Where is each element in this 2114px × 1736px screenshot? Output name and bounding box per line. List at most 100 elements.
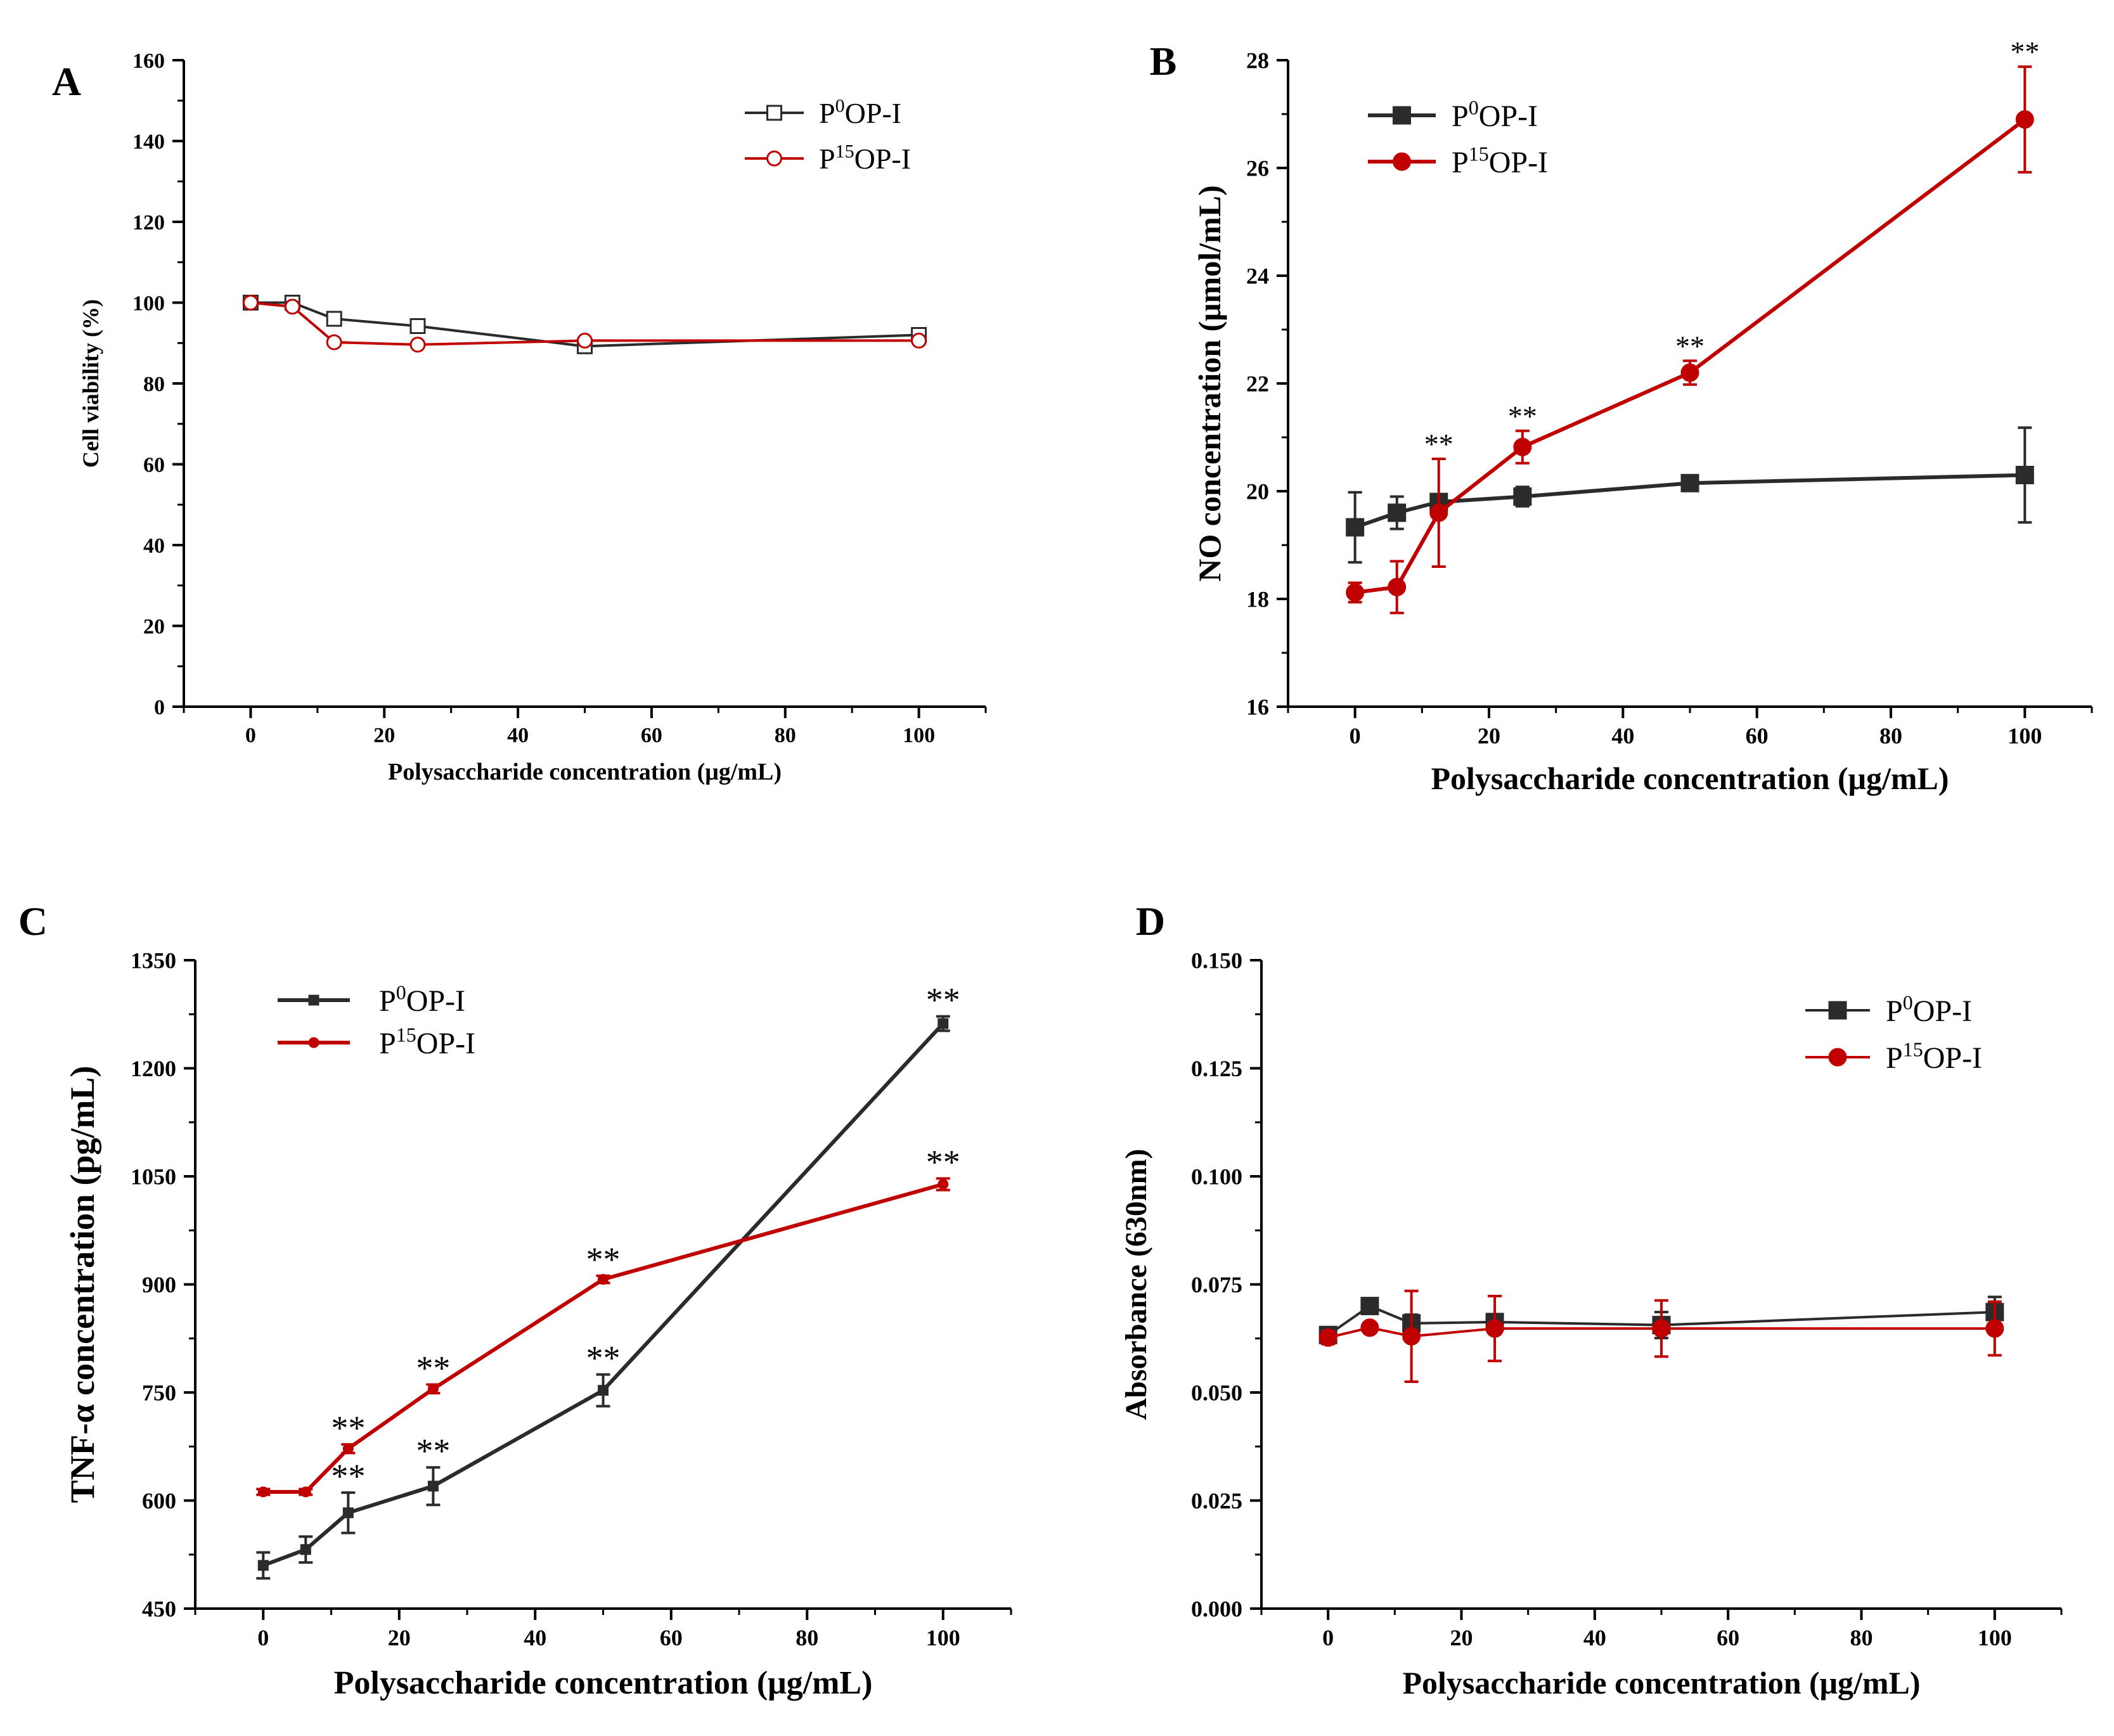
x-tick-label: 80 — [1850, 1625, 1873, 1650]
x-tick-label: 40 — [1583, 1625, 1606, 1650]
legend-label: P0OP-I — [379, 981, 465, 1018]
x-tick-label: 80 — [796, 1625, 818, 1650]
legend: P0OP-I P15OP-I — [1368, 96, 1548, 179]
y-tick-label: 40 — [143, 534, 165, 558]
data-point-circle — [1680, 363, 1699, 382]
y-tick-label: 28 — [1246, 48, 1269, 74]
x-tick-label: 100 — [903, 724, 935, 747]
x-tick-label: 20 — [388, 1625, 411, 1650]
legend-marker-circle — [1828, 1048, 1847, 1067]
series-p15op-i: ** ** ** ** — [256, 1143, 960, 1498]
data-point-circle — [1429, 503, 1448, 522]
x-tick-label: 0 — [1350, 723, 1361, 749]
legend-item: P15OP-I — [1805, 1038, 1982, 1075]
significance-label: ** — [416, 1432, 450, 1470]
data-point-circle — [577, 332, 593, 349]
y-tick-label: 0.025 — [1191, 1488, 1242, 1514]
legend-label: P0OP-I — [819, 96, 901, 129]
data-point-circle — [1318, 1328, 1337, 1347]
x-axis-label: Polysaccharide concentration (μg/mL) — [388, 759, 782, 785]
legend-marker-circle — [766, 150, 782, 167]
panel-c: C 0 20 40 60 80 100 450 600 750 900 1050 1200 1350 Pol… — [18, 899, 1012, 1701]
y-tick-label: 1200 — [131, 1056, 176, 1081]
panel-a: A 0 20 40 60 80 100 0 20 40 60 80 100 120 140 160 Polysa… — [52, 49, 987, 785]
significance-label: ** — [926, 1143, 960, 1181]
data-point-square — [598, 1385, 609, 1396]
y-tick-label: 1050 — [131, 1164, 176, 1190]
y-tick-label: 26 — [1246, 156, 1269, 181]
x-tick-label: 60 — [1746, 723, 1769, 749]
y-tick-label: 16 — [1246, 695, 1269, 720]
x-tick-label: 40 — [1611, 723, 1634, 749]
y-tick-label: 0.050 — [1191, 1380, 1242, 1406]
y-tick-label: 0.075 — [1191, 1272, 1242, 1297]
data-point-square — [2015, 466, 2034, 484]
legend: P0OP-I P15OP-I — [1805, 991, 1982, 1075]
x-tick-label: 20 — [1450, 1625, 1473, 1650]
x-tick-label: 20 — [373, 724, 395, 747]
legend-label: P0OP-I — [1886, 991, 1972, 1028]
y-tick-label: 0.000 — [1191, 1597, 1242, 1622]
data-point-square — [1360, 1297, 1379, 1316]
legend-item: P0OP-I — [278, 981, 465, 1018]
y-axis-label: Absorbance (630nm) — [1119, 1149, 1153, 1420]
y-tick-label: 18 — [1246, 587, 1269, 612]
series-line — [262, 1022, 944, 1567]
data-point-square — [1346, 518, 1365, 537]
data-point-square — [257, 1560, 269, 1571]
series-p15op-i — [242, 295, 927, 353]
data-point-circle — [1402, 1327, 1421, 1346]
data-point-circle — [938, 1179, 949, 1190]
panel-d: D 0 20 40 60 80 100 0.000 0.025 0.050 0.075 0.100 0.… — [1119, 899, 2063, 1701]
data-point-circle — [1346, 583, 1365, 602]
y-tick-label: 60 — [143, 453, 165, 477]
y-tick-label: 80 — [143, 373, 165, 396]
legend: P0OP-I P15OP-I — [745, 96, 911, 175]
panel-label: A — [52, 59, 81, 104]
series-p15op-i: ** ** ** ** — [1346, 35, 2039, 615]
y-tick-label: 0 — [154, 696, 165, 719]
x-tick-label: 20 — [1478, 723, 1500, 749]
legend-label: P15OP-I — [1452, 143, 1548, 179]
data-point-square — [326, 311, 342, 327]
data-point-circle — [326, 334, 342, 350]
data-point-square — [1680, 473, 1699, 492]
legend-marker-square — [766, 105, 782, 121]
legend-label: P15OP-I — [819, 141, 911, 175]
legend-item: P15OP-I — [1368, 143, 1548, 179]
data-point-circle — [1652, 1319, 1671, 1338]
y-tick-label: 20 — [1246, 479, 1269, 505]
x-tick-label: 0 — [245, 724, 256, 747]
legend-marker-square — [1393, 106, 1411, 125]
series-p15op-i — [1318, 1289, 2004, 1383]
y-tick-label: 450 — [142, 1597, 176, 1622]
panel-label: D — [1136, 899, 1165, 944]
x-tick-label: 40 — [524, 1625, 546, 1650]
x-tick-label: 60 — [660, 1625, 683, 1650]
x-tick-label: 60 — [641, 724, 662, 747]
panel-label: C — [18, 899, 48, 944]
legend-item: P15OP-I — [278, 1024, 475, 1060]
x-tick-label: 0 — [257, 1625, 269, 1650]
significance-label: ** — [1675, 330, 1705, 362]
data-point-square — [342, 1507, 354, 1519]
data-point-circle — [427, 1383, 439, 1394]
legend-item: P15OP-I — [745, 141, 911, 175]
x-axis-label: Polysaccharide concentration (μg/mL) — [1402, 1665, 1920, 1701]
y-tick-label: 750 — [142, 1380, 176, 1406]
legend-label: P15OP-I — [1886, 1038, 1982, 1075]
y-axis-label: NO concentration (μmol/mL) — [1192, 185, 1227, 581]
x-axis-label: Polysaccharide concentration (μg/mL) — [1431, 761, 1949, 796]
panel-b: B 0 20 40 60 80 100 16 18 20 22 24 26 28 Polysaccharid… — [1150, 35, 2093, 796]
legend: P0OP-I P15OP-I — [278, 981, 475, 1060]
y-tick-label: 24 — [1246, 264, 1269, 289]
data-point-circle — [1485, 1319, 1504, 1338]
significance-label: ** — [331, 1409, 365, 1447]
y-tick-label: 100 — [132, 292, 165, 315]
legend-label: P0OP-I — [1452, 96, 1538, 133]
data-point-circle — [300, 1486, 311, 1498]
legend-marker-circle — [308, 1037, 319, 1048]
y-tick-label: 20 — [143, 615, 165, 638]
x-tick-label: 80 — [775, 724, 796, 747]
x-tick-label: 100 — [1978, 1625, 2012, 1650]
